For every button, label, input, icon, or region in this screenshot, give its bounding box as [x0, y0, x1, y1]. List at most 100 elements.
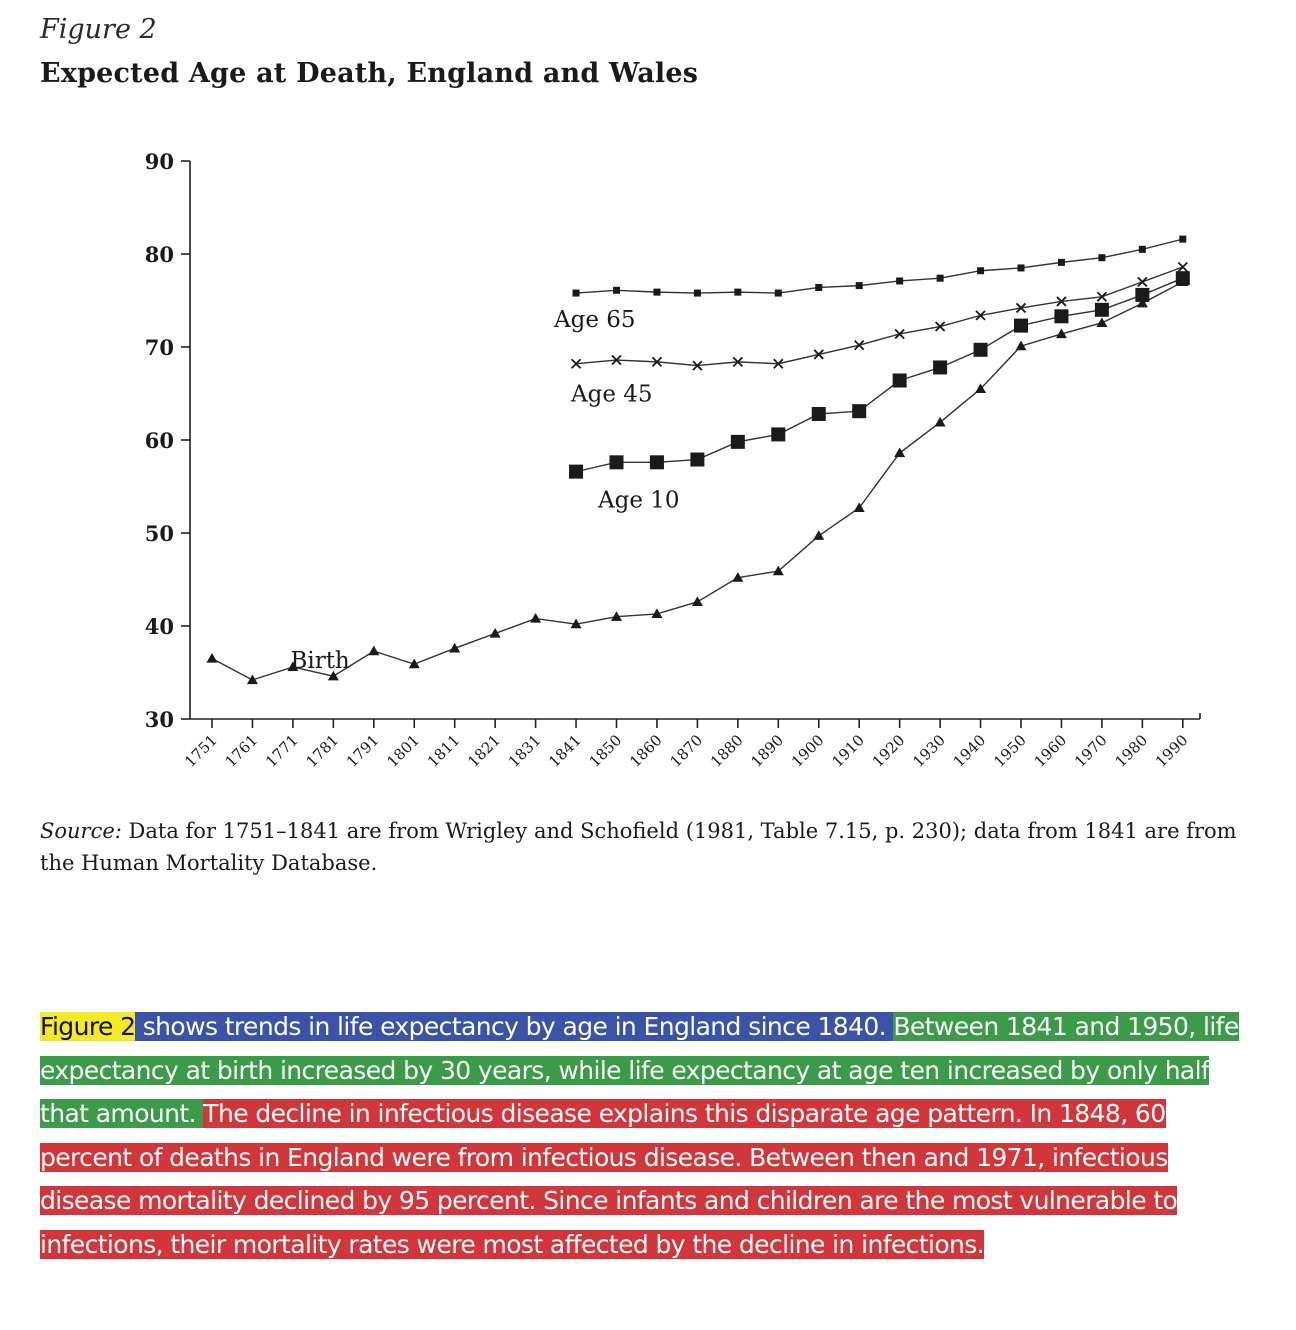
x-marker — [773, 358, 784, 369]
series-line-birth — [211, 281, 1184, 681]
x-tick-label: 1960 — [1031, 731, 1071, 771]
highlighted-paragraph: Figure 2 shows trends in life expectancy… — [40, 1005, 1264, 1266]
highlight-yellow-segment: Figure 2 — [40, 1012, 136, 1041]
x-marker — [570, 358, 582, 369]
triangle-marker — [813, 530, 825, 540]
series-line-age-65 — [576, 238, 1183, 294]
x-tick-label: 1860 — [626, 731, 666, 771]
x-tick-label: 1761 — [222, 731, 262, 771]
triangle-marker — [489, 627, 501, 638]
source-label: Source: — [40, 819, 122, 843]
x-tick-label: 1910 — [828, 731, 868, 771]
x-marker — [934, 321, 946, 332]
square-marker — [690, 452, 705, 467]
small-square-marker — [693, 289, 701, 297]
small-square-marker — [1179, 235, 1187, 243]
x-marker — [813, 349, 824, 360]
triangle-marker — [1055, 328, 1067, 339]
triangle-marker — [772, 565, 784, 576]
triangle-marker — [853, 502, 865, 513]
series-line-age-45 — [575, 266, 1184, 367]
small-square-marker — [896, 277, 904, 285]
x-tick-label: 1831 — [505, 731, 545, 771]
figure-title: Expected Age at Death, England and Wales — [40, 58, 699, 89]
small-square-marker — [1017, 264, 1025, 272]
x-tick-label: 1990 — [1152, 731, 1192, 771]
x-tick-label: 1850 — [586, 731, 626, 771]
triangle-marker — [1136, 297, 1148, 308]
triangle-marker — [894, 447, 906, 458]
small-square-marker — [734, 288, 742, 296]
small-square-marker — [977, 267, 985, 275]
small-square-marker — [1098, 254, 1106, 262]
square-marker — [852, 404, 867, 419]
small-square-marker — [613, 286, 620, 294]
triangle-marker — [206, 653, 218, 663]
small-square-marker — [572, 289, 580, 297]
x-tick-label: 1801 — [383, 731, 423, 771]
y-tick-label: 90 — [145, 149, 174, 174]
square-marker — [811, 406, 826, 421]
triangle-marker — [408, 658, 420, 669]
triangle-marker — [934, 416, 946, 427]
x-tick-label: 1841 — [545, 731, 585, 771]
x-marker — [894, 328, 905, 340]
x-tick-label: 1880 — [707, 731, 747, 771]
square-marker — [569, 464, 584, 479]
series-label-age-45: Age 45 — [570, 382, 653, 408]
x-marker — [1015, 302, 1027, 314]
x-marker — [611, 354, 622, 366]
x-marker — [732, 356, 743, 368]
y-tick-label: 40 — [145, 614, 174, 639]
x-marker — [692, 360, 703, 371]
small-square-marker — [1057, 258, 1065, 266]
x-tick-label: 1930 — [909, 731, 949, 771]
triangle-marker — [975, 383, 987, 393]
triangle-marker — [449, 642, 461, 653]
y-tick-label: 60 — [145, 428, 174, 453]
x-marker — [975, 310, 986, 321]
square-marker — [609, 455, 624, 470]
x-marker — [1137, 276, 1148, 288]
square-marker — [973, 342, 988, 357]
series-markers — [206, 235, 1190, 685]
x-tick-label: 1950 — [990, 731, 1030, 771]
series-label-age-65: Age 65 — [553, 307, 636, 333]
triangle-marker — [651, 608, 663, 619]
triangle-marker — [530, 613, 542, 623]
x-tick-label: 1940 — [950, 731, 990, 771]
triangle-marker — [287, 661, 299, 672]
series-labels: Birth Age 10 Age 45 Age 65 — [290, 307, 679, 674]
square-marker — [933, 360, 948, 375]
x-tick-label: 1791 — [343, 731, 383, 771]
x-marker — [1056, 296, 1067, 307]
x-tick-label: 1751 — [181, 731, 221, 771]
small-square-marker — [653, 288, 661, 296]
x-tick-label: 1900 — [788, 731, 828, 771]
x-marker — [1096, 291, 1108, 302]
x-tick-label: 1821 — [464, 731, 504, 771]
square-marker — [649, 455, 664, 470]
small-square-marker — [936, 274, 944, 282]
small-square-marker — [815, 283, 823, 291]
figure-source-note: Source: Data for 1751–1841 are from Wrig… — [40, 815, 1255, 879]
square-marker — [1135, 287, 1150, 302]
square-marker — [892, 373, 907, 388]
x-tick-label: 1890 — [747, 731, 787, 771]
series-label-age-10: Age 10 — [597, 488, 680, 514]
x-tick-label: 1811 — [424, 731, 464, 771]
x-marker — [1177, 261, 1188, 273]
x-tick-label: 1781 — [302, 731, 342, 771]
x-tick-label: 1870 — [666, 731, 706, 771]
x-tick-label: 1970 — [1071, 731, 1111, 771]
triangle-marker — [570, 618, 582, 629]
x-marker — [854, 340, 865, 351]
square-marker — [730, 434, 745, 449]
x-tick-label: 1980 — [1111, 731, 1151, 771]
triangle-marker — [1096, 317, 1108, 327]
square-marker — [1054, 309, 1069, 324]
source-text: Data for 1751–1841 are from Wrigley and … — [40, 819, 1237, 875]
highlight-blue-segment: shows trends in life expectancy by age i… — [135, 1012, 894, 1041]
